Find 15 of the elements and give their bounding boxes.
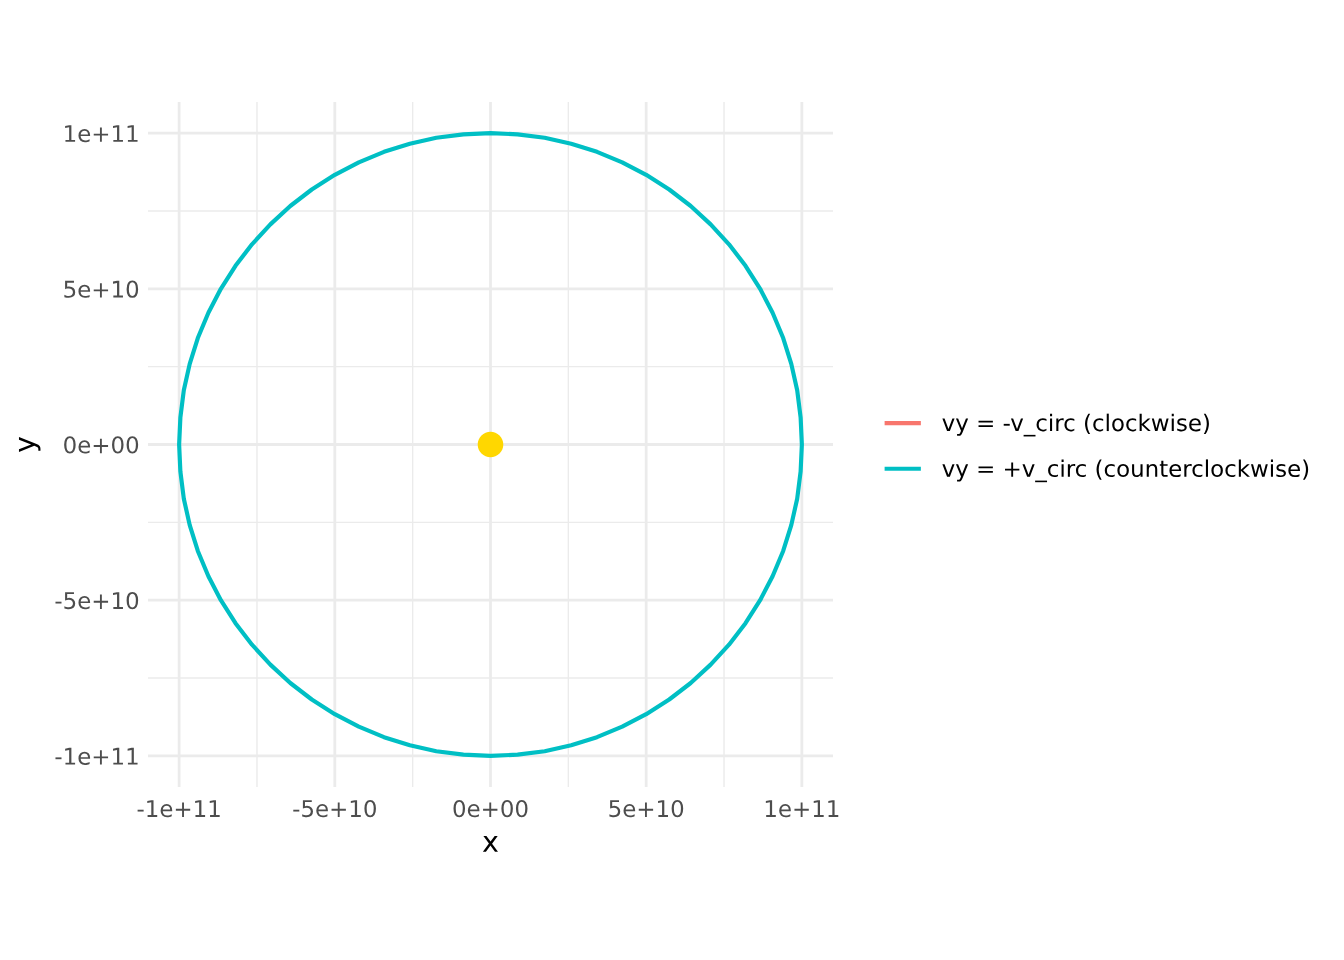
y-tick-label: -5e+10 — [55, 591, 139, 610]
legend-label: vy = -v_circ (clockwise) — [942, 413, 1209, 437]
y-tick-label: -1e+11 — [55, 747, 138, 765]
y-axis-title: y — [18, 436, 41, 453]
x-tick-label: -1e+11 — [137, 800, 220, 818]
y-tick-label: 0e+00 — [64, 436, 139, 454]
legend-label: vy = +v_circ (counterclockwise) — [942, 459, 1309, 483]
line-series — [177, 131, 804, 758]
x-axis-title: x — [482, 836, 498, 852]
x-tick-label: 1e+11 — [765, 800, 839, 818]
x-tick-label: 0e+00 — [453, 799, 528, 818]
y-tick-label: 5e+10 — [64, 280, 139, 298]
y-tick-label: 1e+11 — [65, 125, 138, 143]
x-tick-label: -5e+10 — [293, 799, 376, 818]
x-tick-label: 5e+10 — [609, 799, 684, 818]
